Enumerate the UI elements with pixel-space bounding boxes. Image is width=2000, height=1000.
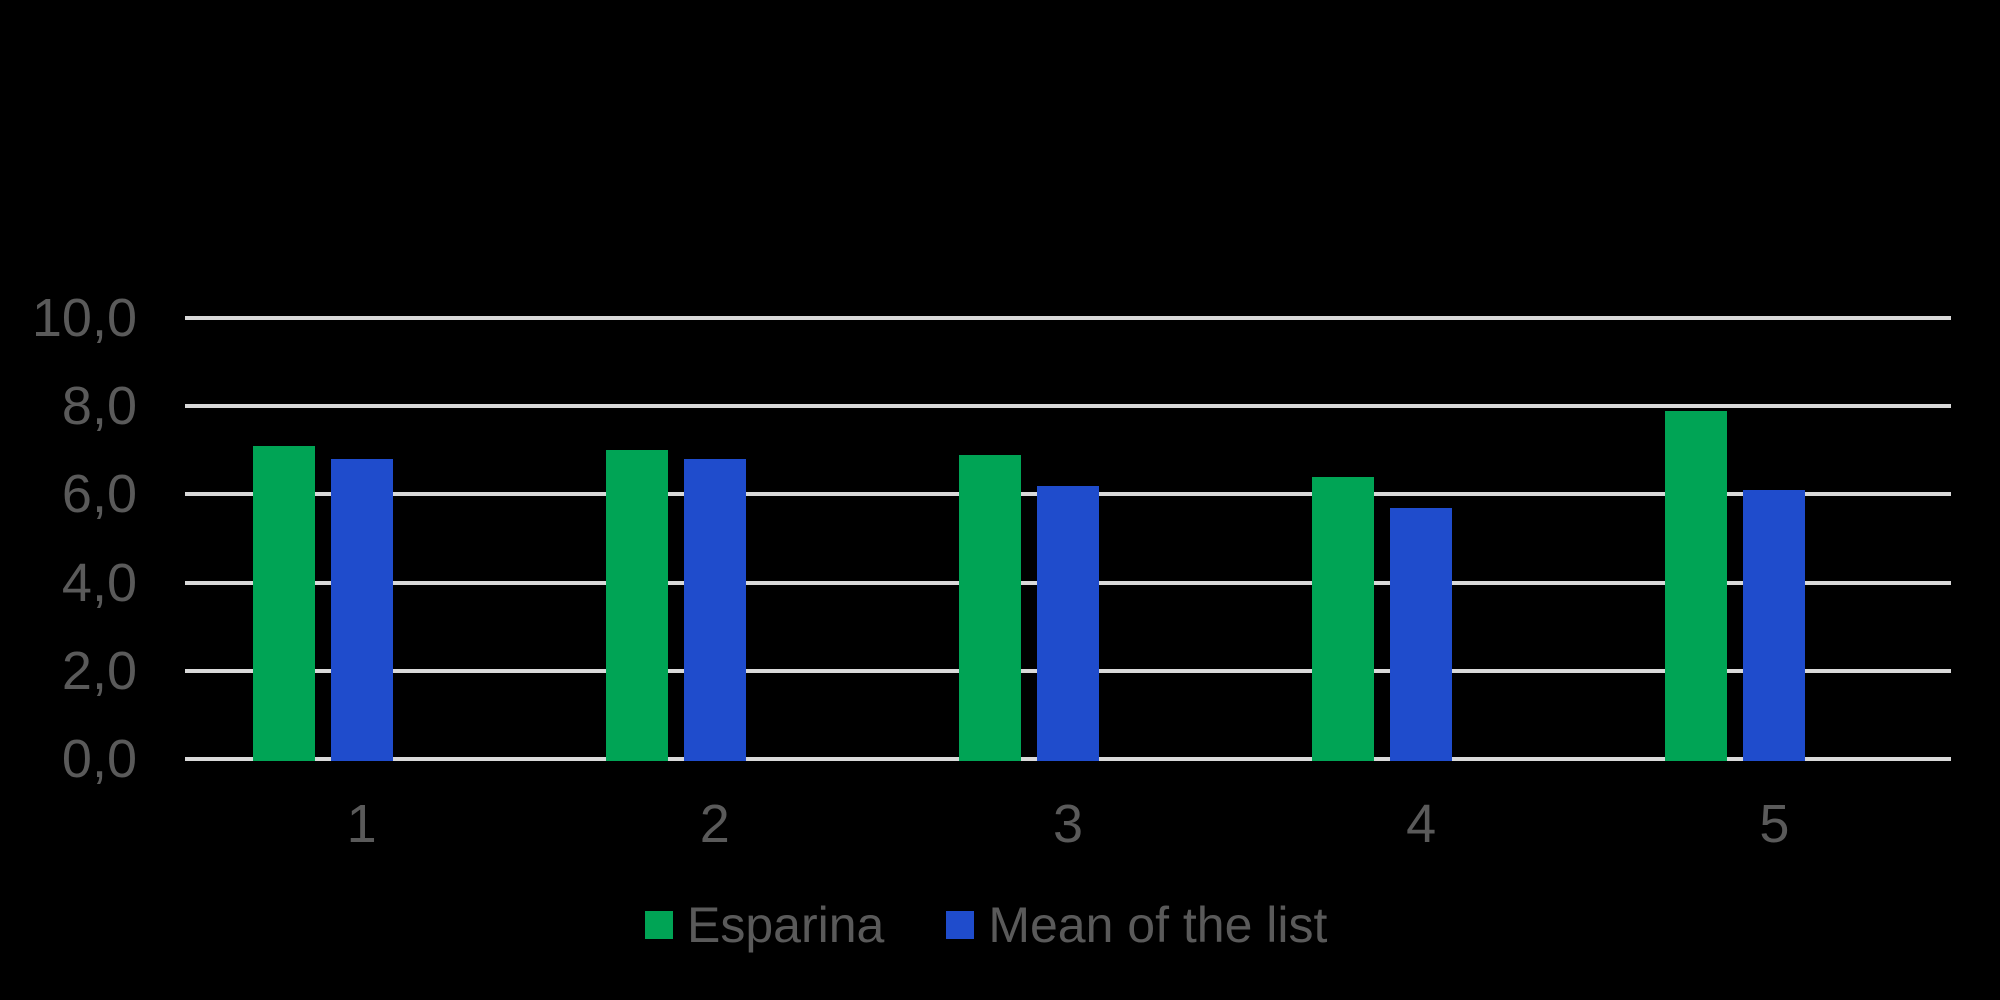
bar-mean-of-the-list-cat3 (1037, 485, 1099, 761)
x-tick-label: 4 (1406, 794, 1437, 854)
y-tick-label: 6,0 (61, 464, 137, 525)
legend-swatch-icon (645, 911, 673, 939)
legend-label: Esparina (687, 897, 885, 953)
bar-mean-of-the-list-cat2 (683, 459, 746, 761)
legend-item-esparina: Esparina (645, 899, 884, 951)
bar-mean-of-the-list-cat4 (1390, 507, 1453, 761)
bar-esparina-cat2 (605, 450, 668, 761)
bar-esparina-cat5 (1665, 410, 1728, 761)
bar-mean-of-the-list-cat1 (330, 459, 393, 761)
legend-item-mean-of-the-list: Mean of the list (946, 899, 1327, 951)
y-tick-label: 2,0 (61, 640, 137, 701)
x-tick-label: 1 (346, 794, 377, 854)
gridline-8,0 (185, 404, 1951, 409)
y-tick-label: 0,0 (61, 729, 137, 789)
legend-swatch-icon (946, 911, 975, 939)
bar-esparina-cat3 (959, 454, 1021, 761)
y-tick-label: 10,0 (31, 288, 137, 348)
bar-esparina-cat4 (1312, 476, 1375, 761)
x-tick-label: 2 (699, 794, 730, 854)
legend: Esparina Mean of the list (645, 899, 1327, 951)
x-tick-label: 5 (1759, 794, 1790, 854)
y-tick-label: 8,0 (61, 376, 137, 437)
legend-label: Mean of the list (988, 897, 1328, 953)
bar-esparina-cat1 (252, 445, 315, 761)
y-tick-label: 4,0 (61, 552, 137, 613)
bar-mean-of-the-list-cat5 (1743, 489, 1806, 761)
x-tick-label: 3 (1052, 794, 1083, 854)
gridline-10,0 (185, 316, 1951, 320)
